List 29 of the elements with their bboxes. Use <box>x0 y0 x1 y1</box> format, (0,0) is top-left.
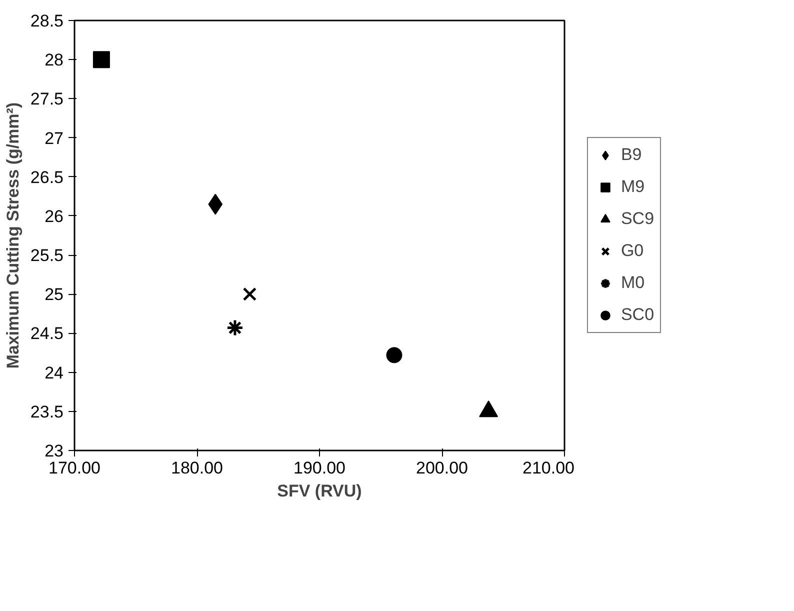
legend-label: M9 <box>620 177 645 197</box>
y-tick-label: 25.5 <box>30 246 64 266</box>
y-tick-label: 27.5 <box>30 90 64 109</box>
x-tick-label: 170.00 <box>48 458 100 478</box>
y-tick-label: 28 <box>44 50 64 70</box>
y-tick-label: 24.5 <box>30 324 64 344</box>
y-tick-label: 26.5 <box>30 168 64 187</box>
point <box>92 51 110 68</box>
legend-label: G0 <box>620 241 644 261</box>
y-tick-label: 27 <box>44 128 64 148</box>
y-tick-label: 24 <box>44 363 64 382</box>
y-tick-label: 26 <box>44 206 64 226</box>
point <box>242 287 257 302</box>
x-tick-label: 190.00 <box>294 458 346 478</box>
x-axis-title: SFV (RVU) <box>277 482 362 500</box>
legend-label: SC0 <box>620 305 654 325</box>
legend-label: M0 <box>620 273 645 293</box>
y-tick-label: 28.5 <box>30 12 64 30</box>
x-tick-label: 180.00 <box>171 458 223 478</box>
y-tick-label: 23.5 <box>30 402 64 422</box>
point <box>386 347 402 364</box>
point <box>226 319 244 337</box>
y-tick-label: 23 <box>44 442 64 460</box>
x-tick-label: 210.00 <box>522 458 575 478</box>
legend-label: B9 <box>620 145 642 165</box>
legend-label: SC9 <box>620 209 654 229</box>
y-tick-label: 25 <box>44 285 64 304</box>
x-tick-label: 200.00 <box>416 458 468 478</box>
y-axis-title: Maximum Cutting Stress (g/mm²) <box>3 102 22 369</box>
